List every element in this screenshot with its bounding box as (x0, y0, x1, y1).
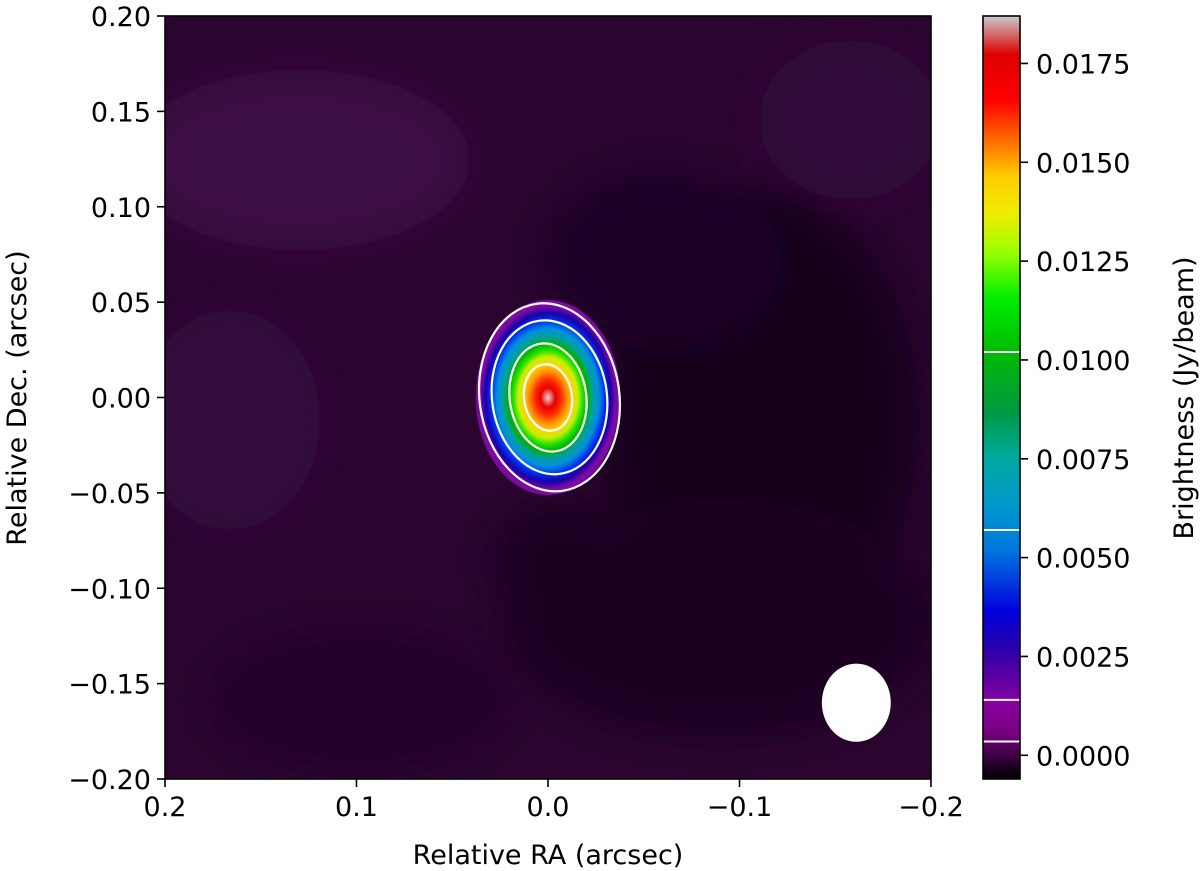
beam-ellipse (821, 663, 891, 742)
colorbar-tick-label: 0.0025 (1036, 642, 1130, 673)
colorbar-tick-label: 0.0100 (1036, 346, 1130, 377)
colorbar-contour-marks (983, 351, 1020, 743)
colorbar-frame (982, 15, 1021, 780)
colorbar-ticks: 0.0000 0.0025 0.0050 0.0075 0.0100 0.0125 0.01… (1020, 49, 1130, 772)
x-tick-label: −0.2 (898, 792, 964, 823)
x-tick-label: −0.1 (707, 792, 773, 823)
background-noise (165, 40, 931, 770)
x-axis-label: Relative RA (arcsec) (413, 840, 684, 871)
source-emission (475, 299, 621, 496)
image-plot-area (164, 15, 932, 780)
x-tick-label: 0.2 (144, 792, 187, 823)
colorbar-tick-label: 0.0125 (1036, 247, 1130, 278)
colorbar-label: Brightness (Jy/beam) (1169, 256, 1200, 539)
contour-line (508, 342, 588, 453)
y-tick-label: 0.10 (91, 193, 151, 224)
contour-line (490, 319, 609, 476)
contour-line (522, 363, 574, 432)
x-axis: 0.2 0.1 0.0 −0.1 −0.2 (144, 779, 964, 823)
x-tick-label: 0.1 (335, 792, 378, 823)
y-axis: 0.20 0.15 0.10 0.05 0.00 −0.05 −0.10 −0.15 −0.20 (68, 2, 165, 796)
contour-group (477, 302, 622, 493)
y-tick-label: −0.20 (68, 765, 151, 796)
colorbar-tick-label: 0.0000 (1036, 741, 1130, 772)
colorbar-tick-label: 0.0150 (1036, 148, 1130, 179)
colorbar: 0.0000 0.0025 0.0050 0.0075 0.0100 0.0125 0.01… (982, 15, 1200, 780)
y-tick-label: 0.00 (91, 384, 151, 415)
y-tick-label: −0.15 (68, 670, 151, 701)
y-tick-label: 0.15 (91, 97, 151, 128)
colorbar-tick-label: 0.0075 (1036, 445, 1130, 476)
colorbar-gradient (983, 16, 1020, 779)
y-tick-label: −0.05 (68, 479, 151, 510)
y-tick-label: 0.05 (91, 288, 151, 319)
colorbar-tick-label: 0.0175 (1036, 49, 1130, 80)
colorbar-tick-label: 0.0050 (1036, 544, 1130, 575)
y-tick-label: −0.10 (68, 574, 151, 605)
x-tick-label: 0.0 (527, 792, 570, 823)
y-tick-label: 0.20 (91, 2, 151, 33)
y-axis-label: Relative Dec. (arcsec) (2, 250, 33, 545)
contour-line (477, 302, 622, 493)
